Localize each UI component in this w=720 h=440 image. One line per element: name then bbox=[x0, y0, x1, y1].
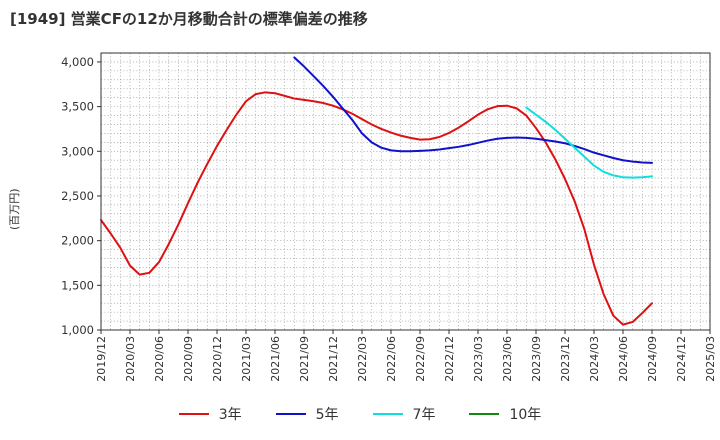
series-lines bbox=[100, 56, 653, 326]
y-tick-label: 3,500 bbox=[61, 100, 94, 114]
y-tick-label: 2,500 bbox=[61, 189, 94, 203]
x-tick-label: 2020/06 bbox=[153, 336, 166, 382]
x-tick-label: 2025/03 bbox=[704, 336, 717, 382]
x-tick-label: 2021/06 bbox=[269, 336, 282, 382]
y-tick-label: 1,500 bbox=[61, 278, 94, 292]
legend-item: 3年 bbox=[178, 404, 242, 424]
x-tick-label: 2023/09 bbox=[530, 336, 543, 382]
x-tick-label: 2020/09 bbox=[182, 336, 195, 382]
y-tick-label: 2,000 bbox=[61, 234, 94, 248]
legend-item: 10年 bbox=[469, 404, 541, 424]
x-tick-label: 2023/03 bbox=[472, 336, 485, 382]
legend-item: 7年 bbox=[372, 404, 436, 424]
legend-label: 3年 bbox=[218, 407, 242, 423]
y-tick-label: 1,000 bbox=[61, 323, 94, 337]
series-line-5年 bbox=[293, 56, 653, 164]
x-tick-label: 2019/12 bbox=[95, 336, 108, 382]
axes: 1,000 1,500 2,000 2,500 3,000 3,500 4,000 2019/… bbox=[61, 52, 717, 382]
x-tick-label: 2022/12 bbox=[443, 336, 456, 382]
x-tick-label: 2023/06 bbox=[501, 336, 514, 382]
grid bbox=[100, 52, 711, 331]
x-tick-label: 2022/06 bbox=[385, 336, 398, 382]
x-tick-label: 2024/09 bbox=[646, 336, 659, 382]
plot-border bbox=[100, 52, 711, 331]
x-tick-label: 2021/12 bbox=[327, 336, 340, 382]
legend-label: 10年 bbox=[509, 407, 542, 423]
x-tick-label: 2021/09 bbox=[298, 336, 311, 382]
x-tick-label: 2023/12 bbox=[559, 336, 572, 382]
x-tick-label: 2024/06 bbox=[617, 336, 630, 382]
legend-item: 5年 bbox=[275, 404, 339, 424]
legend-label: 7年 bbox=[412, 407, 436, 423]
y-tick-label: 3,000 bbox=[61, 144, 94, 158]
legend-swatch bbox=[372, 413, 403, 415]
legend: 3年 5年 7年 10年 bbox=[0, 402, 720, 426]
x-tick-label: 2021/03 bbox=[240, 336, 253, 382]
legend-label: 5年 bbox=[315, 407, 339, 423]
series-line-3年 bbox=[100, 91, 653, 326]
series-line-7年 bbox=[525, 106, 653, 179]
legend-swatch bbox=[178, 413, 209, 415]
chart-title: [1949] 営業CFの12か月移動合計の標準偏差の推移 bbox=[10, 10, 368, 28]
x-tick-label: 2020/12 bbox=[211, 336, 224, 382]
x-tick-label: 2024/12 bbox=[675, 336, 688, 382]
x-tick-label: 2020/03 bbox=[124, 336, 137, 382]
legend-swatch bbox=[275, 413, 306, 415]
x-tick-label: 2024/03 bbox=[588, 336, 601, 382]
plot-area bbox=[101, 53, 710, 330]
legend-swatch bbox=[469, 413, 500, 415]
x-tick-label: 2022/03 bbox=[356, 336, 369, 382]
x-tick-label: 2022/09 bbox=[414, 336, 427, 382]
y-tick-label: 4,000 bbox=[61, 55, 94, 69]
